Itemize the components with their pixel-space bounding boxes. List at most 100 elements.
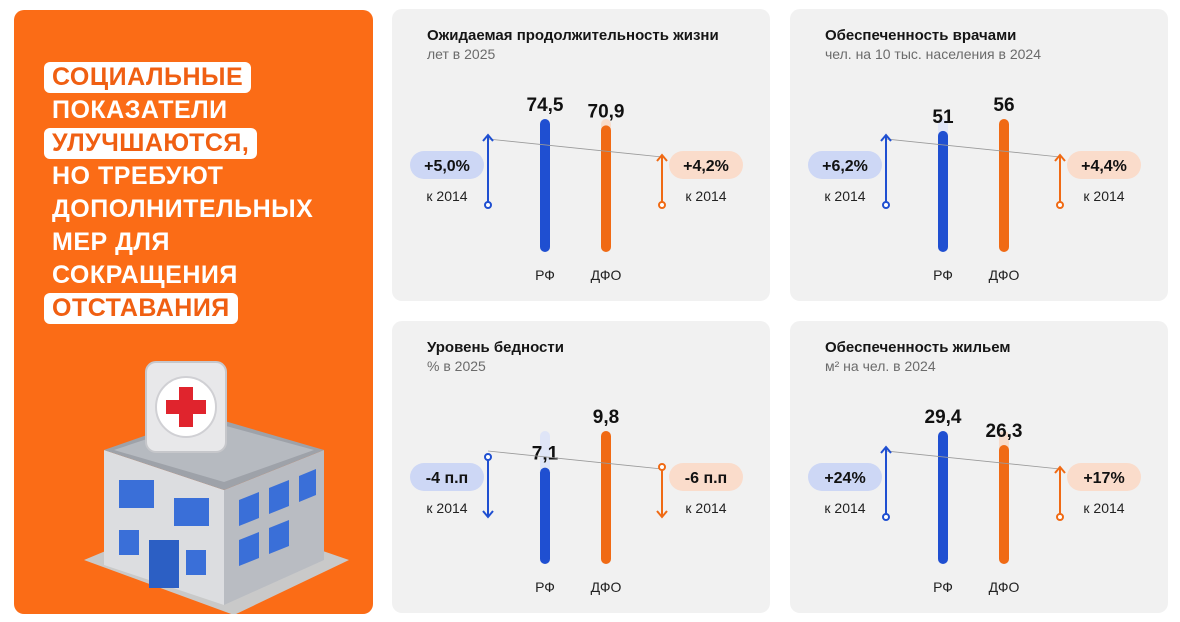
arrow-origin-dot <box>1056 513 1064 521</box>
chart-title: Обеспеченность врачами <box>825 27 1017 44</box>
chart-card-housing: Обеспеченность жильем м² на чел. в 2024 … <box>790 321 1168 613</box>
value-label: 74,5 <box>527 95 564 116</box>
bar-rf <box>938 130 948 252</box>
bar-dfo <box>999 119 1009 252</box>
headline-text: ДОПОЛНИТЕЛЬНЫХ <box>52 195 314 223</box>
headline-line: НО ТРЕБУЮТ <box>44 161 364 194</box>
bar-dfo <box>601 431 611 564</box>
arrow-down-icon <box>482 510 494 519</box>
trend-line <box>487 138 663 158</box>
chart-card-poverty: Уровень бедности % в 2025 7,1 РФ 9,8 ДФО -4 … <box>392 321 770 613</box>
arrow-up-icon <box>482 133 494 142</box>
category-label: РФ <box>933 267 953 283</box>
category-label: ДФО <box>591 579 622 595</box>
arrow-origin-dot <box>658 463 666 471</box>
bar-dfo <box>999 445 1009 564</box>
chart-card-doctors: Обеспеченность врачами чел. на 10 тыс. н… <box>790 9 1168 301</box>
window-icon <box>119 480 154 508</box>
change-badge-rf <box>808 463 882 491</box>
value-label: 56 <box>993 95 1014 116</box>
change-label-rf: к 2014 <box>426 500 467 516</box>
headline-text: ПОКАЗАТЕЛИ <box>52 96 228 124</box>
change-badge-dfo <box>1067 463 1141 491</box>
value-label: 29,4 <box>925 407 962 428</box>
trend-line <box>885 450 1061 470</box>
chart-title: Ожидаемая продолжительность жизни <box>427 27 719 44</box>
hospital-illustration <box>84 361 349 614</box>
value-label: 51 <box>932 107 954 128</box>
change-value: -4 п.п <box>426 470 468 487</box>
change-badge-dfo <box>1067 151 1141 179</box>
value-label: 70,9 <box>588 101 625 122</box>
arrow-up-icon <box>880 445 892 454</box>
headline-text: НО ТРЕБУЮТ <box>52 162 224 190</box>
change-value: +5,0% <box>424 158 470 175</box>
change-label-dfo: к 2014 <box>1083 188 1124 204</box>
headline-line: МЕР ДЛЯ <box>44 227 364 260</box>
change-value: +4,2% <box>683 158 729 175</box>
window-icon <box>186 550 206 575</box>
change-label-dfo: к 2014 <box>685 188 726 204</box>
headline-text: УЛУЧШАЮТСЯ, <box>44 128 258 159</box>
headline: СОЦИАЛЬНЫЕ ПОКАЗАТЕЛИ УЛУЧШАЮТСЯ, НО ТРЕБУЮ… <box>44 62 364 326</box>
headline-line: СОКРАЩЕНИЯ <box>44 260 364 293</box>
headline-line: ОТСТАВАНИЯ <box>44 293 364 326</box>
change-label-rf: к 2014 <box>426 188 467 204</box>
change-value: +6,2% <box>822 158 868 175</box>
category-label: ДФО <box>989 579 1020 595</box>
arrow-origin-dot <box>882 201 890 209</box>
category-label: РФ <box>535 579 555 595</box>
chart-svg: 29,4 РФ 26,3 ДФО +24% +17% к 2014 к 2014 <box>808 407 1141 595</box>
chart-card-life-expectancy: Ожидаемая продолжительность жизни лет в … <box>392 9 770 301</box>
window-icon <box>119 530 139 555</box>
trend-line <box>487 450 663 470</box>
change-label-rf: к 2014 <box>824 188 865 204</box>
chart-subtitle: % в 2025 <box>427 358 486 374</box>
bar-rf <box>540 467 550 564</box>
arrow-up-icon <box>656 153 668 162</box>
chart-svg: 7,1 РФ 9,8 ДФО -4 п.п -6 п.п к 2014 к 2014 <box>410 407 743 595</box>
chart-subtitle: чел. на 10 тыс. населения в 2024 <box>825 46 1041 62</box>
change-badge-rf <box>410 151 484 179</box>
arrow-origin-dot <box>658 201 666 209</box>
arrow-up-icon <box>880 133 892 142</box>
headline-line: ДОПОЛНИТЕЛЬНЫХ <box>44 194 364 227</box>
headline-line: ПОКАЗАТЕЛИ <box>44 95 364 128</box>
chart-svg: 74,5 РФ 70,9 ДФО +5,0% +4,2% к 2014 к 2014 <box>410 95 743 283</box>
bar-rf <box>540 119 550 252</box>
category-label: ДФО <box>989 267 1020 283</box>
change-value: +4,4% <box>1081 158 1127 175</box>
change-value: -6 п.п <box>685 470 727 487</box>
bar-dfo <box>601 125 611 252</box>
headline-text: СОКРАЩЕНИЯ <box>52 261 238 289</box>
arrow-origin-dot <box>484 453 492 461</box>
arrow-up-icon <box>1054 465 1066 474</box>
arrow-origin-dot <box>882 513 890 521</box>
headline-line: УЛУЧШАЮТСЯ, <box>44 128 364 161</box>
headline-line: СОЦИАЛЬНЫЕ <box>44 62 364 95</box>
change-badge-dfo <box>669 151 743 179</box>
trend-line <box>885 138 1061 158</box>
chart-svg: 51 РФ 56 ДФО +6,2% +4,4% к 2014 к 2014 <box>808 95 1141 283</box>
headline-text: ОТСТАВАНИЯ <box>44 293 238 324</box>
change-badge-rf <box>410 463 484 491</box>
door-icon <box>149 540 179 588</box>
bar-rf <box>938 431 948 564</box>
change-badge-rf <box>808 151 882 179</box>
headline-text: СОЦИАЛЬНЫЕ <box>44 62 252 93</box>
category-label: РФ <box>933 579 953 595</box>
chart-subtitle: м² на чел. в 2024 <box>825 358 936 374</box>
chart-title: Обеспеченность жильем <box>825 339 1011 356</box>
value-label: 9,8 <box>593 407 619 428</box>
change-value: +17% <box>1083 470 1124 487</box>
chart-subtitle: лет в 2025 <box>427 46 496 62</box>
value-label: 26,3 <box>986 421 1023 442</box>
arrow-origin-dot <box>1056 201 1064 209</box>
bar-ghost <box>540 431 550 476</box>
headline-text: МЕР ДЛЯ <box>52 228 170 256</box>
headline-panel: СОЦИАЛЬНЫЕ ПОКАЗАТЕЛИ УЛУЧШАЮТСЯ, НО ТРЕБУЮ… <box>14 10 373 614</box>
arrow-origin-dot <box>484 201 492 209</box>
category-label: ДФО <box>591 267 622 283</box>
arrow-up-icon <box>1054 153 1066 162</box>
change-value: +24% <box>824 470 865 487</box>
